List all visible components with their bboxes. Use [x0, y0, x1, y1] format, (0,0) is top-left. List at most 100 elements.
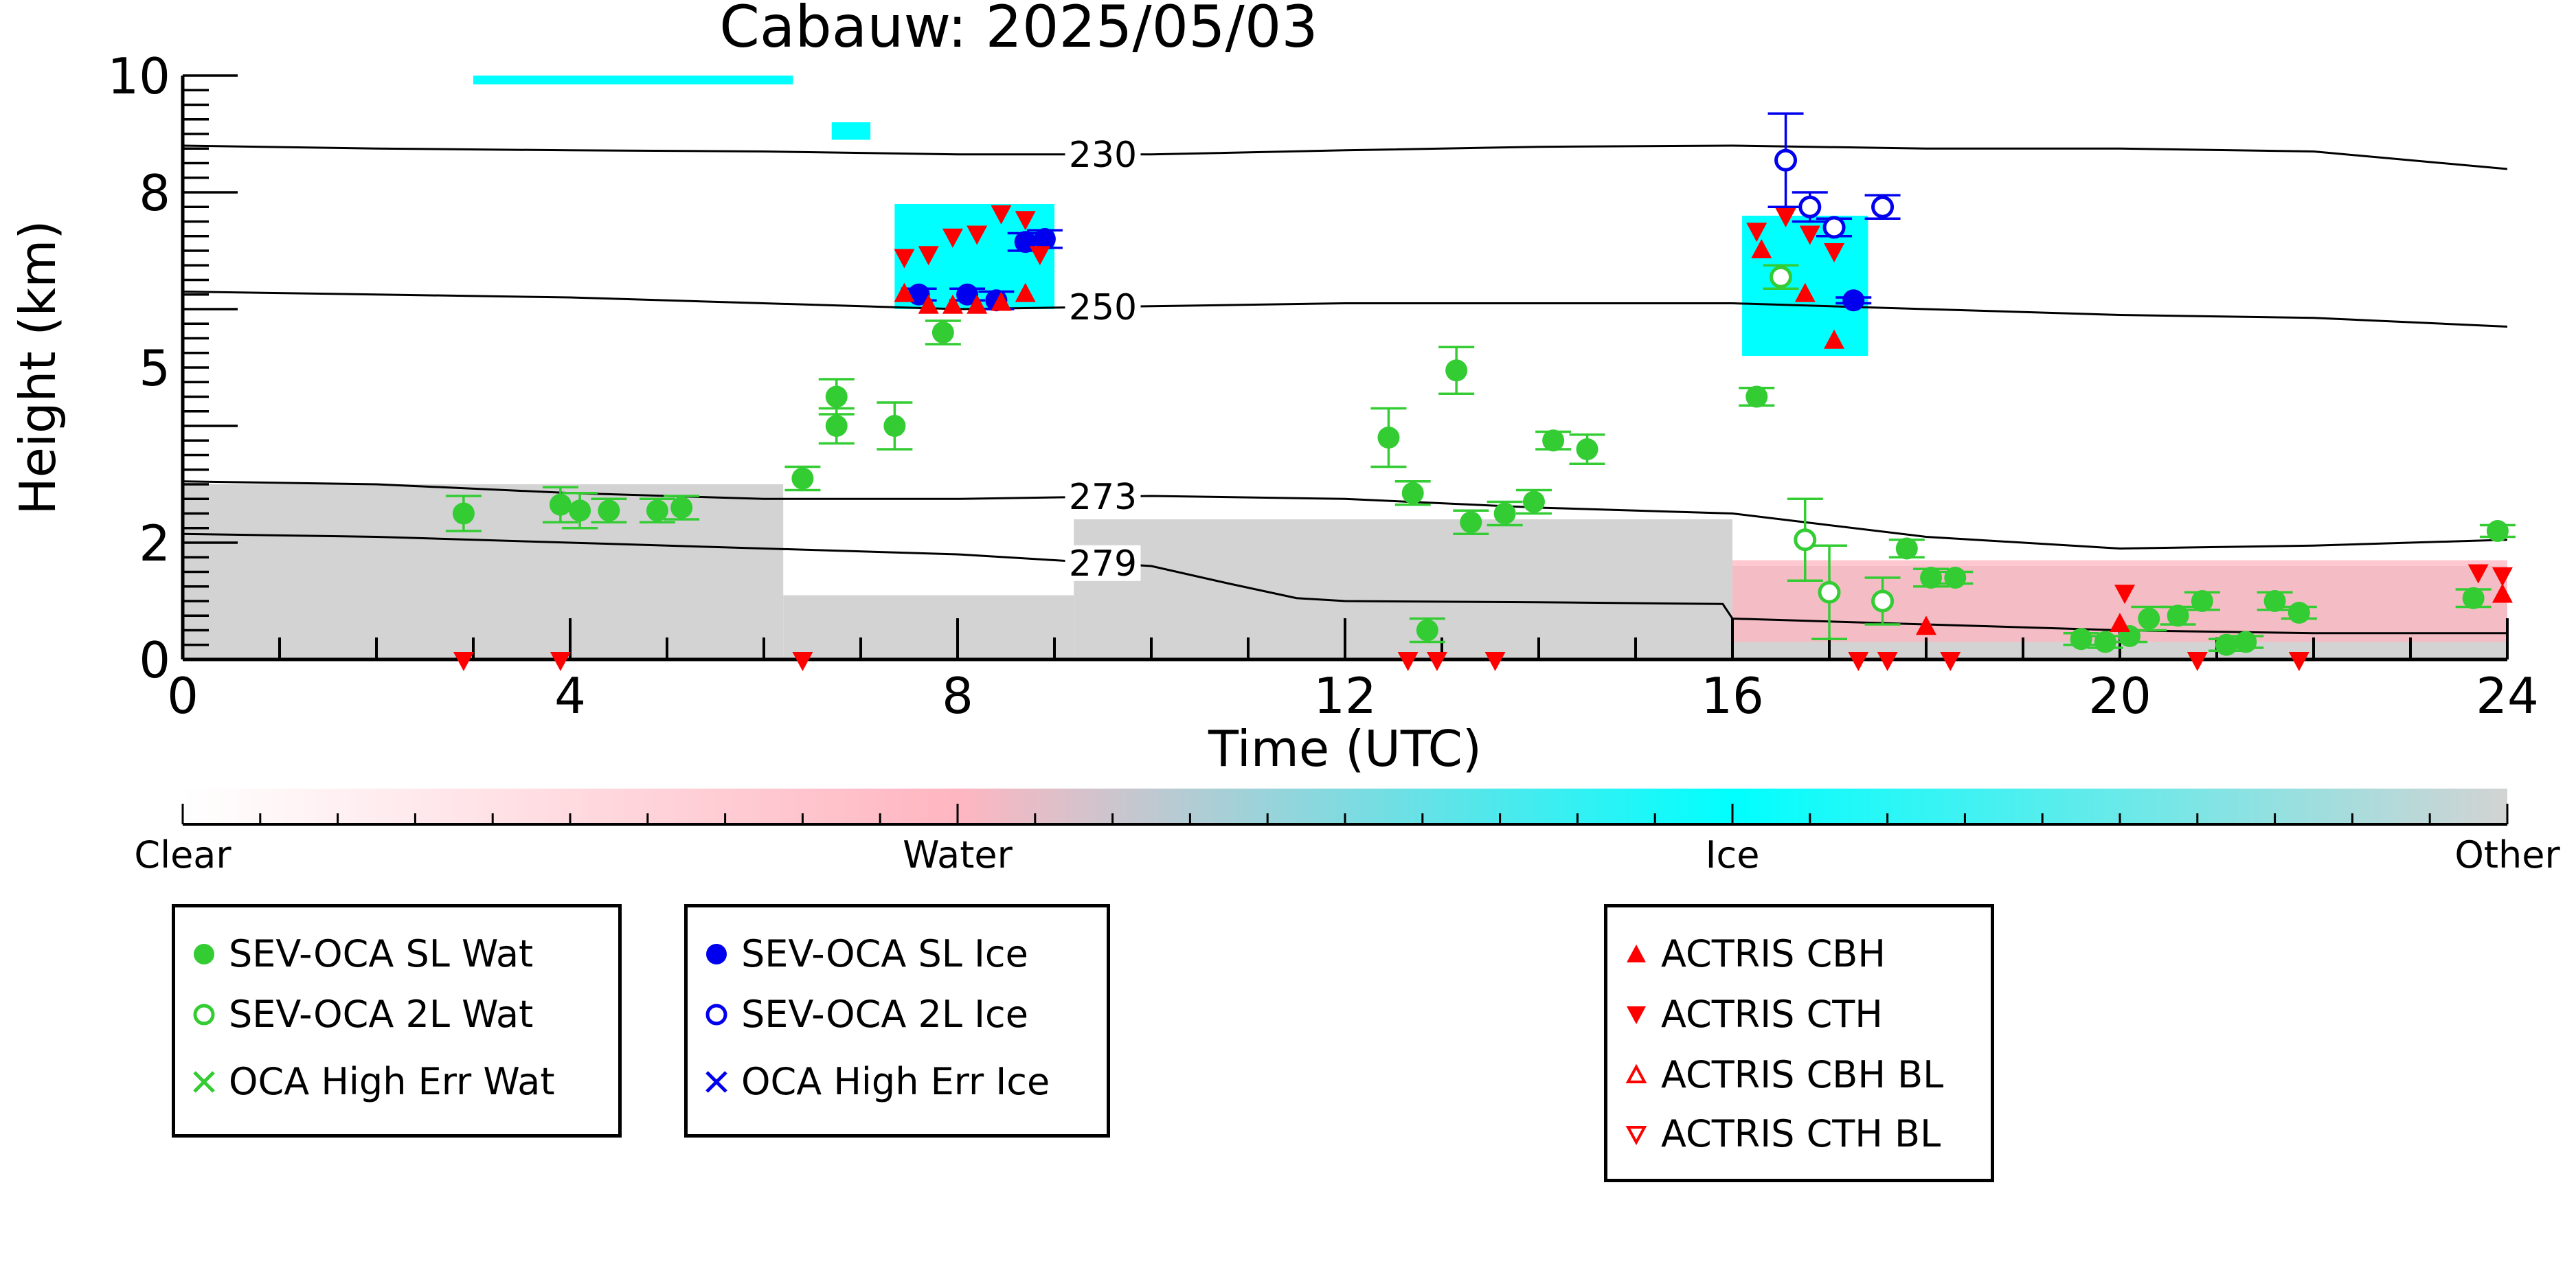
data-point [453, 652, 474, 671]
colorbar-ticks: Clear Water Ice Other [134, 804, 2560, 877]
isotherm-line [183, 144, 2507, 170]
data-point [2492, 583, 2513, 603]
data-point [2070, 628, 2092, 651]
data-point [991, 291, 1012, 311]
legend-label: ACTRIS CBH [1661, 932, 1886, 975]
data-point [1493, 502, 1516, 525]
legend-label: SEV-OCA 2L Ice [741, 993, 1028, 1036]
legend-item: OCA High Err Ice [701, 1060, 1050, 1103]
legend-actris: ACTRIS CBH ACTRIS CTH ACTRIS CBH BL ACTR… [1604, 904, 1994, 1182]
open-triangle-up-icon [1625, 1063, 1647, 1083]
legend-item: SEV-OCA 2L Ice [701, 993, 1028, 1036]
triangle-up-icon [1627, 944, 1646, 962]
isotherm-label-bg [1065, 136, 1141, 172]
data-point [2167, 605, 2189, 627]
data-point [1522, 490, 1545, 513]
legend-label: SEV-OCA SL Wat [229, 932, 534, 975]
cloud-mask-layer [183, 76, 2507, 659]
x-tick-label: 24 [2476, 667, 2539, 725]
colorbar-label: Clear [134, 833, 231, 877]
data-point [1416, 619, 1438, 642]
isotherm-label: 279 [1069, 543, 1137, 585]
data-point [1445, 359, 1468, 382]
isotherm-label: 250 [1069, 287, 1137, 328]
data-point [1871, 589, 1895, 613]
data-point [2287, 602, 2310, 624]
data-point [1015, 211, 1036, 231]
data-point [1397, 652, 1419, 671]
data-point [1774, 148, 1798, 172]
data-point [1798, 195, 1822, 218]
x-tick-label: 0 [167, 667, 199, 725]
legend-label: SEV-OCA 2L Wat [229, 993, 534, 1036]
data-point [991, 205, 1012, 225]
isotherm-line [183, 291, 2507, 328]
x-tick-label: 12 [1313, 667, 1377, 725]
data-point [1848, 652, 1869, 671]
legend-label: SEV-OCA SL Ice [741, 932, 1028, 975]
isotherm-label-bg [1065, 545, 1141, 581]
open-triangle-down-icon [1625, 1125, 1647, 1145]
data-point [2288, 652, 2309, 671]
isotherm-label-bg [1065, 289, 1141, 325]
legend-item: SEV-OCA SL Ice [701, 932, 1028, 975]
data-point [2094, 631, 2116, 653]
legend-label: ACTRIS CTH [1661, 993, 1883, 1036]
data-point [2486, 520, 2509, 542]
data-point [1818, 580, 1841, 604]
legend-ice: SEV-OCA SL Ice SEV-OCA 2L Ice OCA High E… [684, 904, 1110, 1138]
data-point [1775, 208, 1796, 227]
data-point [942, 228, 963, 248]
data-point [2235, 631, 2257, 653]
y-tick-label: 10 [107, 47, 170, 105]
data-point [1916, 615, 1936, 635]
legend-label: OCA High Err Ice [741, 1060, 1050, 1103]
data-point [894, 282, 915, 302]
data-point [894, 249, 915, 269]
data-point [1940, 652, 1961, 671]
data-point [1871, 195, 1895, 218]
data-point [1824, 243, 1845, 262]
legend-item: ACTRIS CBH BL [1621, 1053, 1943, 1096]
data-point [452, 502, 475, 525]
data-point [1895, 537, 1918, 560]
y-tick-label: 5 [139, 339, 170, 397]
data-point [1746, 223, 1767, 242]
data-point [883, 415, 906, 437]
isotherm-label: 230 [1069, 135, 1137, 176]
x-axis-label: Time (UTC) [1208, 720, 1482, 778]
open-circle-icon [705, 1004, 727, 1025]
chart-title: Cabauw: 2025/05/03 [719, 0, 1318, 60]
legend-item: OCA High Err Wat [189, 1060, 555, 1103]
colorbar-label: Ice [1706, 833, 1760, 877]
data-point [918, 246, 939, 266]
cloud-region-ice [831, 122, 871, 140]
axes: 0 4 8 12 16 20 24 0 2 5 8 10 [107, 47, 2538, 725]
data-point [918, 294, 939, 314]
data-point [1944, 567, 1967, 589]
data-point [646, 499, 668, 522]
x-tick-label: 8 [942, 667, 973, 725]
data-point [1799, 225, 1820, 245]
legend-label: ACTRIS CBH BL [1661, 1053, 1944, 1096]
data-point [2467, 564, 2489, 584]
legend-item: SEV-OCA 2L Wat [189, 993, 533, 1036]
colorbar-label: Other [2454, 833, 2560, 877]
data-point [2462, 587, 2485, 609]
y-axis-label: Height (km) [9, 221, 67, 515]
data-point [569, 499, 591, 522]
data-point [1542, 429, 1565, 452]
data-point [2191, 590, 2213, 612]
data-point [1745, 385, 1768, 408]
y-tick-label: 8 [139, 164, 170, 222]
data-point [670, 497, 693, 519]
data-point [1460, 511, 1482, 534]
data-point [1824, 329, 1845, 349]
legend-water: SEV-OCA SL Wat SEV-OCA 2L Wat OCA High E… [172, 904, 622, 1138]
data-point [1033, 228, 1056, 250]
colorbar-label: Water [903, 833, 1013, 877]
legend-item: ACTRIS CTH BL [1621, 1112, 1941, 1155]
data-point [1029, 246, 1050, 266]
data-point [2110, 613, 2130, 632]
